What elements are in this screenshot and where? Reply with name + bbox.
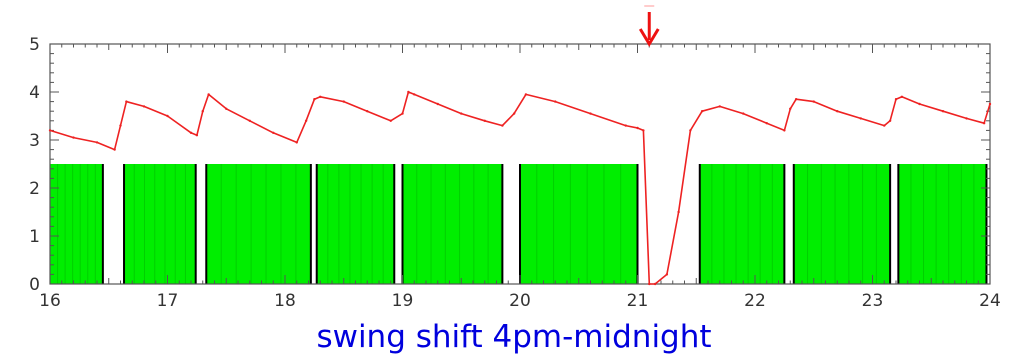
x-tick-label-23: 23 [862, 291, 884, 311]
data-point [783, 129, 786, 132]
data-point [918, 102, 921, 106]
chart-caption: swing shift 4pm-midnight [316, 319, 711, 355]
data-point [342, 100, 345, 103]
data-point [742, 112, 745, 115]
data-point [113, 148, 116, 151]
data-point [72, 136, 75, 139]
data-point [142, 105, 146, 108]
data-point [988, 102, 992, 106]
interval-bar-4 [316, 164, 395, 284]
x-tick-label-22: 22 [744, 291, 766, 311]
data-point [624, 124, 627, 127]
data-point [512, 112, 516, 115]
data-point [366, 110, 369, 113]
interval-bar-9 [898, 164, 987, 284]
data-point [189, 131, 193, 134]
data-point [207, 93, 210, 96]
data-point [665, 273, 669, 276]
interval-bar-1 [50, 164, 103, 284]
data-point [295, 141, 298, 144]
data-point [794, 98, 798, 101]
data-point [125, 100, 128, 103]
data-series [48, 90, 992, 286]
data-point [201, 110, 204, 113]
data-point [689, 129, 692, 132]
data-point [554, 100, 557, 103]
data-point [642, 129, 645, 132]
interval-bar-3 [206, 164, 311, 284]
data-point [700, 110, 704, 113]
interval-bar-8 [793, 164, 891, 284]
marker-arrow-head [638, 28, 660, 47]
interval-bar-7 [699, 164, 785, 284]
y-tick-label-3: 3 [29, 131, 40, 151]
x-tick-label-18: 18 [274, 291, 296, 311]
data-point [765, 122, 768, 125]
event-marker [638, 5, 660, 47]
x-tick-label-17: 17 [157, 291, 179, 311]
data-point [718, 105, 721, 108]
data-point [413, 93, 416, 96]
data-point [653, 282, 657, 286]
data-point [401, 112, 404, 115]
data-point [319, 95, 322, 99]
x-tick-label-24: 24 [979, 291, 1001, 311]
y-tick-label-1: 1 [29, 227, 40, 247]
data-point [812, 100, 815, 103]
x-tick-label-19: 19 [392, 291, 414, 311]
data-point [501, 124, 504, 127]
data-point [436, 102, 439, 106]
x-tick-label-21: 21 [627, 291, 649, 311]
data-point [272, 131, 275, 134]
data-point [524, 93, 528, 96]
data-point [195, 134, 199, 137]
data-point [836, 110, 839, 113]
data-point [900, 95, 904, 99]
x-tick-label-16: 16 [39, 291, 61, 311]
data-point [982, 122, 986, 125]
data-point [894, 98, 898, 101]
data-point [225, 107, 228, 111]
shaded-intervals [50, 164, 988, 284]
y-tick-label-4: 4 [29, 83, 40, 103]
data-point [48, 129, 52, 132]
data-point [460, 112, 463, 115]
interval-bar-5 [402, 164, 503, 284]
x-tick-label-20: 20 [509, 291, 531, 311]
data-point [313, 98, 316, 101]
interval-bar-2 [124, 164, 196, 284]
data-point [248, 119, 251, 123]
data-point [304, 119, 308, 123]
data-point [636, 126, 639, 130]
data-point [389, 119, 392, 123]
data-point [883, 124, 886, 127]
data-point [119, 124, 122, 127]
interval-bar-6 [520, 164, 638, 284]
data-point [677, 210, 680, 214]
series-line-1 [49, 91, 991, 285]
data-point [965, 117, 968, 120]
data-point [483, 119, 486, 123]
data-point [166, 114, 169, 118]
data-point [859, 117, 862, 120]
data-point [789, 107, 792, 111]
data-point [941, 110, 945, 113]
data-point [648, 282, 651, 286]
y-tick-label-5: 5 [29, 35, 40, 55]
y-tick-label-0: 0 [29, 275, 40, 295]
data-point [407, 90, 410, 94]
y-tick-label-2: 2 [29, 179, 40, 199]
data-point [589, 112, 592, 115]
data-point [888, 119, 892, 123]
data-point [95, 141, 99, 144]
